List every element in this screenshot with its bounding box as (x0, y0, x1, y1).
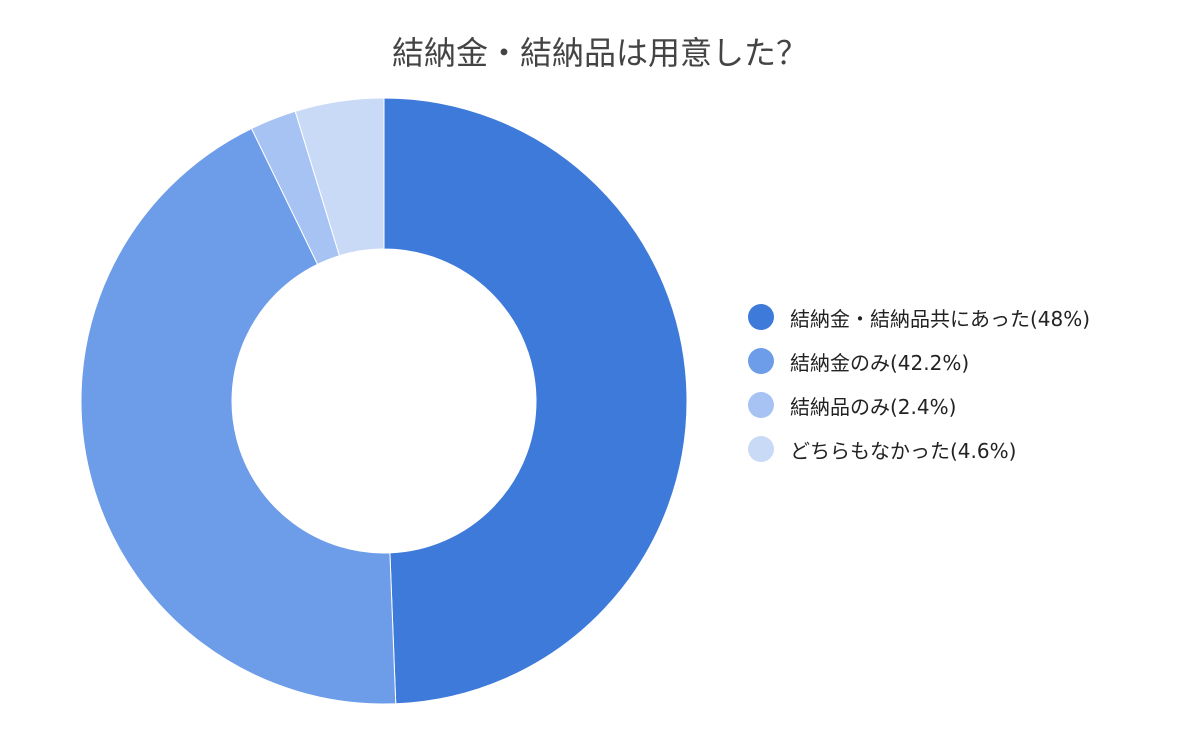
chart-title: 結納金・結納品は用意した？ (391, 34, 808, 72)
legend-label: 結納金・結納品共にあった(48%) (790, 306, 1091, 331)
legend-item: どちらもなかった(4.6%) (748, 427, 1090, 471)
legend-item: 結納品のみ(2.4%) (748, 383, 1090, 427)
legend-swatch (748, 304, 774, 330)
donut-slice (383, 97, 688, 705)
legend-swatch (748, 348, 774, 374)
legend-item: 結納金のみ(42.2%) (748, 339, 1090, 383)
chart-legend: 結納金・結納品共にあった(48%) 結納金のみ(42.2%) 結納品のみ(2.4… (748, 295, 1090, 471)
legend-label: 結納品のみ(2.4%) (790, 394, 957, 419)
donut-slice (80, 127, 397, 705)
legend-label: 結納金のみ(42.2%) (790, 350, 970, 375)
legend-swatch (748, 392, 774, 418)
legend-swatch (748, 436, 774, 462)
legend-label: どちらもなかった(4.6%) (790, 438, 1017, 463)
donut-slice (294, 97, 385, 257)
legend-item: 結納金・結納品共にあった(48%) (748, 295, 1090, 339)
